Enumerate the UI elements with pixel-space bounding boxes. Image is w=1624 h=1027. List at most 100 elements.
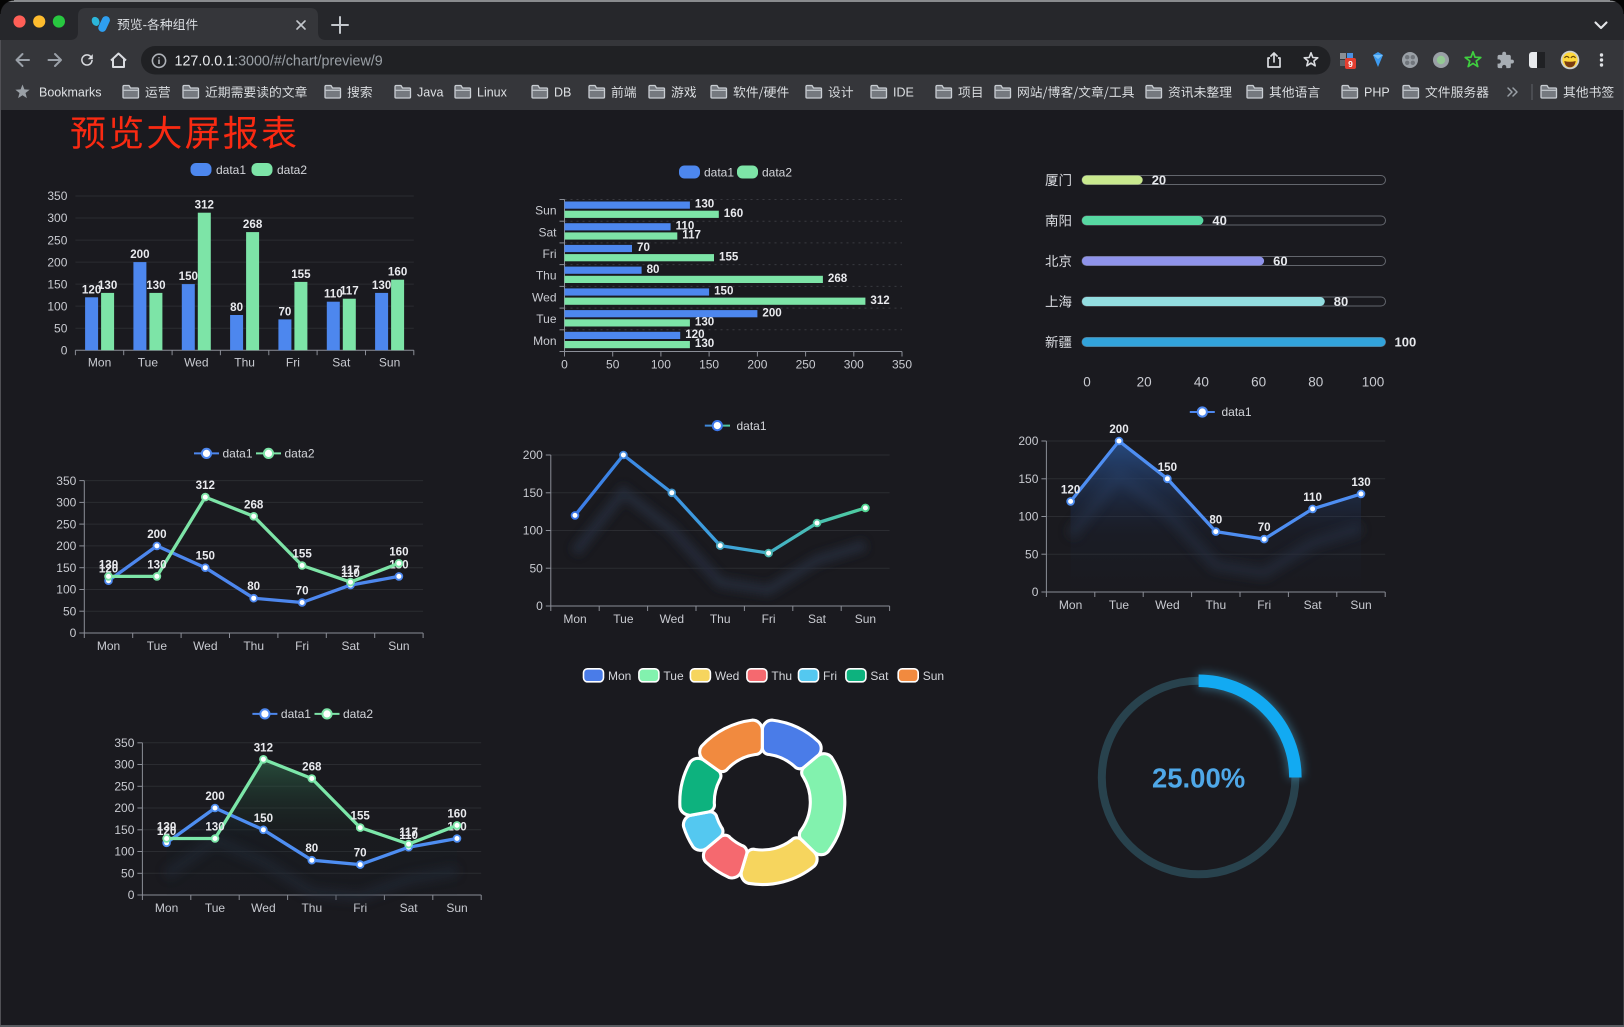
- svg-text:40: 40: [1212, 213, 1226, 228]
- svg-text:Fri: Fri: [823, 669, 837, 683]
- svg-text:Sat: Sat: [400, 901, 419, 915]
- svg-text:Bookmarks: Bookmarks: [39, 86, 102, 100]
- svg-text:150: 150: [56, 561, 76, 575]
- svg-text:Tue: Tue: [1109, 598, 1130, 612]
- svg-text:IDE: IDE: [893, 86, 914, 100]
- svg-text:Tue: Tue: [147, 639, 168, 653]
- svg-text:80: 80: [1308, 375, 1323, 390]
- svg-text:Mon: Mon: [1059, 598, 1082, 612]
- svg-text:150: 150: [523, 486, 543, 500]
- svg-text:120: 120: [82, 283, 101, 296]
- svg-text:150: 150: [254, 812, 273, 825]
- svg-text:155: 155: [291, 268, 311, 281]
- svg-text:Mon: Mon: [563, 612, 586, 626]
- svg-text:160: 160: [388, 266, 407, 279]
- svg-text:Fri: Fri: [353, 901, 367, 915]
- svg-text:150: 150: [179, 270, 198, 283]
- svg-text:Fri: Fri: [1257, 598, 1271, 612]
- svg-text:40: 40: [1194, 375, 1209, 390]
- svg-text:100: 100: [1395, 335, 1417, 350]
- svg-text:data1: data1: [223, 447, 253, 461]
- svg-text:110: 110: [341, 567, 360, 580]
- svg-text:200: 200: [1018, 434, 1038, 448]
- svg-text:70: 70: [1258, 521, 1271, 534]
- svg-text:200: 200: [205, 790, 224, 803]
- svg-text:20: 20: [1152, 173, 1166, 188]
- svg-text:50: 50: [121, 867, 135, 881]
- svg-text:200: 200: [762, 306, 781, 319]
- svg-text:Thu: Thu: [243, 639, 264, 653]
- svg-text:150: 150: [714, 285, 733, 298]
- svg-text:117: 117: [341, 564, 360, 577]
- svg-text:200: 200: [747, 358, 767, 372]
- svg-text:117: 117: [340, 285, 359, 298]
- svg-text:127.0.0.1: 127.0.0.1: [175, 54, 235, 70]
- svg-text:110: 110: [676, 219, 695, 232]
- svg-text:50: 50: [63, 604, 77, 618]
- svg-text:130: 130: [157, 821, 176, 834]
- svg-text:25.00%: 25.00%: [1152, 763, 1245, 794]
- svg-text:50: 50: [54, 321, 68, 335]
- svg-text:268: 268: [828, 272, 848, 285]
- svg-text:Sat: Sat: [341, 639, 360, 653]
- svg-text:150: 150: [1158, 461, 1177, 474]
- svg-text:Tue: Tue: [205, 901, 226, 915]
- svg-text:70: 70: [354, 847, 367, 860]
- svg-text:155: 155: [351, 810, 371, 823]
- svg-text:0: 0: [128, 888, 135, 902]
- svg-text:Mon: Mon: [97, 639, 120, 653]
- svg-text:150: 150: [114, 823, 134, 837]
- svg-text:70: 70: [296, 585, 309, 598]
- svg-text:80: 80: [647, 263, 660, 276]
- svg-text:110: 110: [324, 288, 343, 301]
- svg-text:60: 60: [1273, 254, 1287, 269]
- svg-text:Sun: Sun: [388, 639, 409, 653]
- svg-text:data1: data1: [704, 166, 734, 180]
- svg-text:50: 50: [1025, 548, 1039, 562]
- svg-text:117: 117: [682, 229, 701, 242]
- svg-text:200: 200: [47, 255, 67, 269]
- svg-text:Thu: Thu: [301, 901, 322, 915]
- svg-text:50: 50: [606, 358, 620, 372]
- svg-text:117: 117: [399, 826, 418, 839]
- svg-text:130: 130: [147, 558, 166, 571]
- svg-text:130: 130: [372, 279, 391, 292]
- svg-text:data1: data1: [1222, 405, 1252, 419]
- svg-text:0: 0: [61, 343, 68, 357]
- svg-text:Thu: Thu: [536, 269, 557, 283]
- svg-text:100: 100: [523, 524, 543, 538]
- svg-text:268: 268: [243, 218, 263, 231]
- svg-text:300: 300: [56, 496, 76, 510]
- svg-text:70: 70: [637, 241, 650, 254]
- svg-text:350: 350: [47, 189, 67, 203]
- svg-text:150: 150: [1018, 472, 1038, 486]
- svg-text:Fri: Fri: [543, 247, 557, 261]
- svg-text:Linux: Linux: [477, 86, 508, 100]
- svg-text:130: 130: [695, 198, 714, 211]
- svg-text:Wed: Wed: [715, 669, 739, 683]
- svg-text:Tue: Tue: [536, 312, 557, 326]
- svg-text:110: 110: [399, 829, 418, 842]
- svg-text:80: 80: [230, 301, 243, 314]
- svg-text:150: 150: [699, 358, 719, 372]
- svg-text:312: 312: [195, 199, 214, 212]
- svg-text:155: 155: [719, 250, 739, 263]
- svg-text:Sat: Sat: [1304, 598, 1323, 612]
- svg-text:80: 80: [247, 580, 260, 593]
- svg-text:200: 200: [56, 539, 76, 553]
- svg-text:Thu: Thu: [710, 612, 731, 626]
- svg-text:Sat: Sat: [870, 669, 889, 683]
- svg-text:9: 9: [1348, 59, 1353, 69]
- svg-text:80: 80: [1209, 514, 1222, 527]
- svg-text:100: 100: [1018, 510, 1038, 524]
- svg-text:data1: data1: [216, 163, 246, 177]
- svg-text:Thu: Thu: [1205, 598, 1226, 612]
- svg-text::3000/#/chart/preview/9: :3000/#/chart/preview/9: [234, 54, 383, 70]
- svg-text:120: 120: [1061, 483, 1080, 496]
- svg-text:268: 268: [244, 498, 264, 511]
- svg-text:200: 200: [130, 248, 149, 261]
- svg-text:60: 60: [1251, 375, 1266, 390]
- svg-text:350: 350: [56, 474, 76, 488]
- svg-text:100: 100: [114, 845, 134, 859]
- svg-text:100: 100: [1362, 375, 1385, 390]
